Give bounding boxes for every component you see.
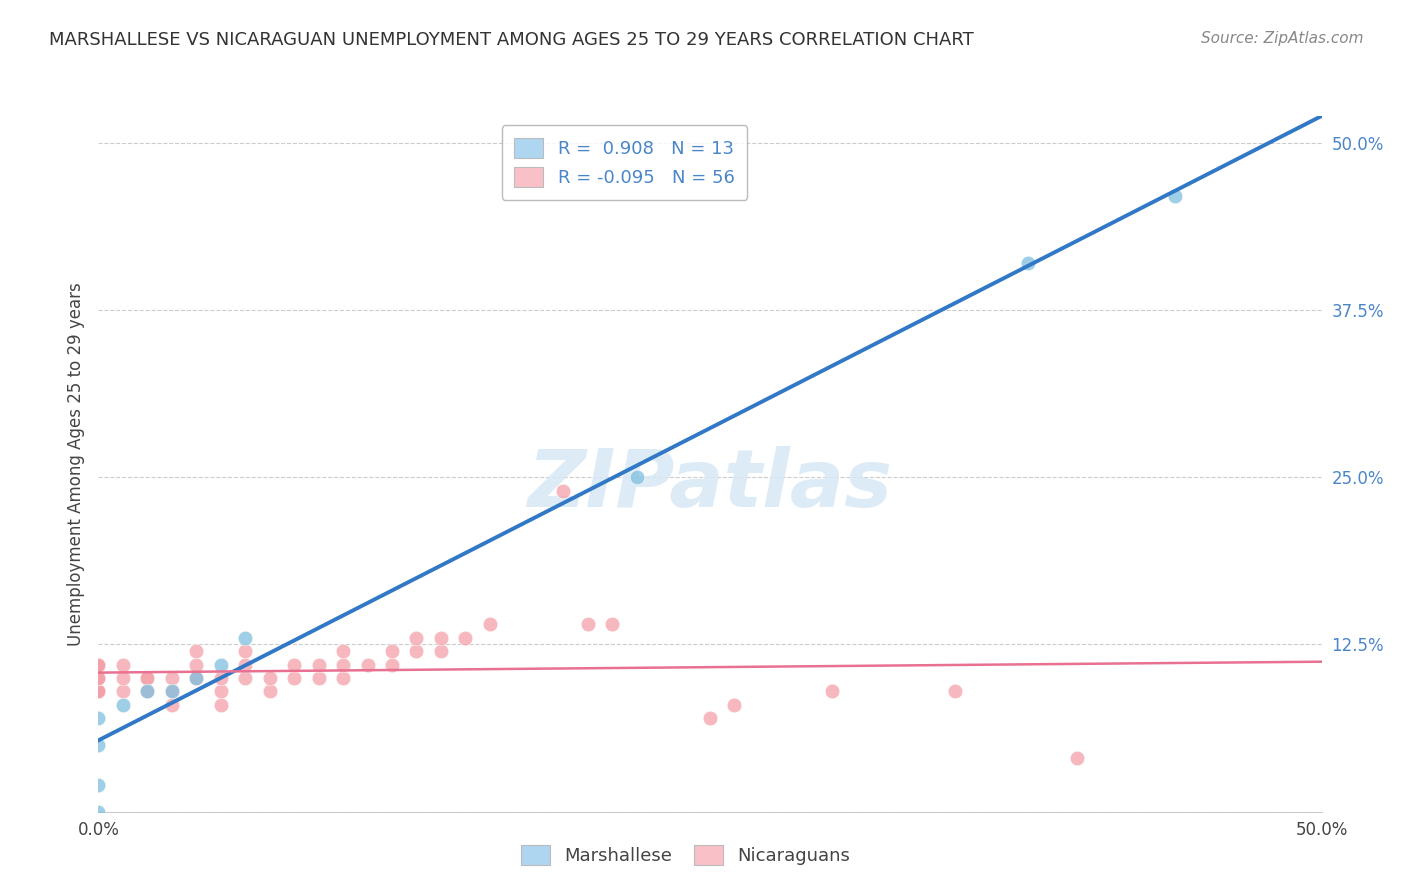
Point — [233, 631, 256, 645]
Point — [405, 644, 427, 658]
Point — [209, 698, 232, 712]
Point — [1066, 751, 1088, 765]
Point — [308, 671, 330, 685]
Point — [821, 684, 844, 698]
Point — [186, 671, 208, 685]
Y-axis label: Unemployment Among Ages 25 to 29 years: Unemployment Among Ages 25 to 29 years — [66, 282, 84, 646]
Point — [87, 657, 110, 672]
Point — [136, 671, 159, 685]
Point — [943, 684, 966, 698]
Point — [209, 684, 232, 698]
Point — [332, 657, 354, 672]
Point — [136, 684, 159, 698]
Point — [160, 684, 183, 698]
Point — [381, 657, 404, 672]
Point — [87, 738, 110, 752]
Point — [87, 671, 110, 685]
Point — [626, 470, 648, 484]
Point — [259, 684, 281, 698]
Point — [209, 671, 232, 685]
Point — [430, 644, 453, 658]
Point — [87, 684, 110, 698]
Point — [1017, 256, 1039, 270]
Text: Source: ZipAtlas.com: Source: ZipAtlas.com — [1201, 31, 1364, 46]
Point — [111, 657, 134, 672]
Point — [723, 698, 745, 712]
Point — [87, 671, 110, 685]
Point — [111, 684, 134, 698]
Point — [233, 657, 256, 672]
Point — [160, 698, 183, 712]
Point — [136, 684, 159, 698]
Point — [87, 684, 110, 698]
Text: MARSHALLESE VS NICARAGUAN UNEMPLOYMENT AMONG AGES 25 TO 29 YEARS CORRELATION CHA: MARSHALLESE VS NICARAGUAN UNEMPLOYMENT A… — [49, 31, 974, 49]
Point — [576, 617, 599, 632]
Point — [87, 657, 110, 672]
Point — [283, 657, 305, 672]
Point — [430, 631, 453, 645]
Point — [136, 671, 159, 685]
Point — [478, 617, 501, 632]
Point — [87, 805, 110, 819]
Point — [186, 671, 208, 685]
Point — [332, 644, 354, 658]
Legend: Marshallese, Nicaraguans: Marshallese, Nicaraguans — [513, 838, 858, 872]
Point — [87, 684, 110, 698]
Point — [356, 657, 378, 672]
Point — [209, 657, 232, 672]
Point — [233, 671, 256, 685]
Point — [186, 644, 208, 658]
Point — [111, 671, 134, 685]
Point — [111, 698, 134, 712]
Point — [87, 711, 110, 725]
Point — [87, 684, 110, 698]
Point — [699, 711, 721, 725]
Point — [160, 684, 183, 698]
Point — [283, 671, 305, 685]
Point — [160, 671, 183, 685]
Point — [186, 657, 208, 672]
Text: ZIPatlas: ZIPatlas — [527, 446, 893, 524]
Point — [87, 657, 110, 672]
Point — [553, 483, 575, 498]
Point — [259, 671, 281, 685]
Point — [308, 657, 330, 672]
Point — [87, 671, 110, 685]
Point — [1164, 189, 1187, 203]
Point — [87, 684, 110, 698]
Point — [332, 671, 354, 685]
Point — [600, 617, 623, 632]
Point — [87, 778, 110, 792]
Point — [87, 684, 110, 698]
Point — [381, 644, 404, 658]
Point — [454, 631, 477, 645]
Point — [233, 644, 256, 658]
Point — [405, 631, 427, 645]
